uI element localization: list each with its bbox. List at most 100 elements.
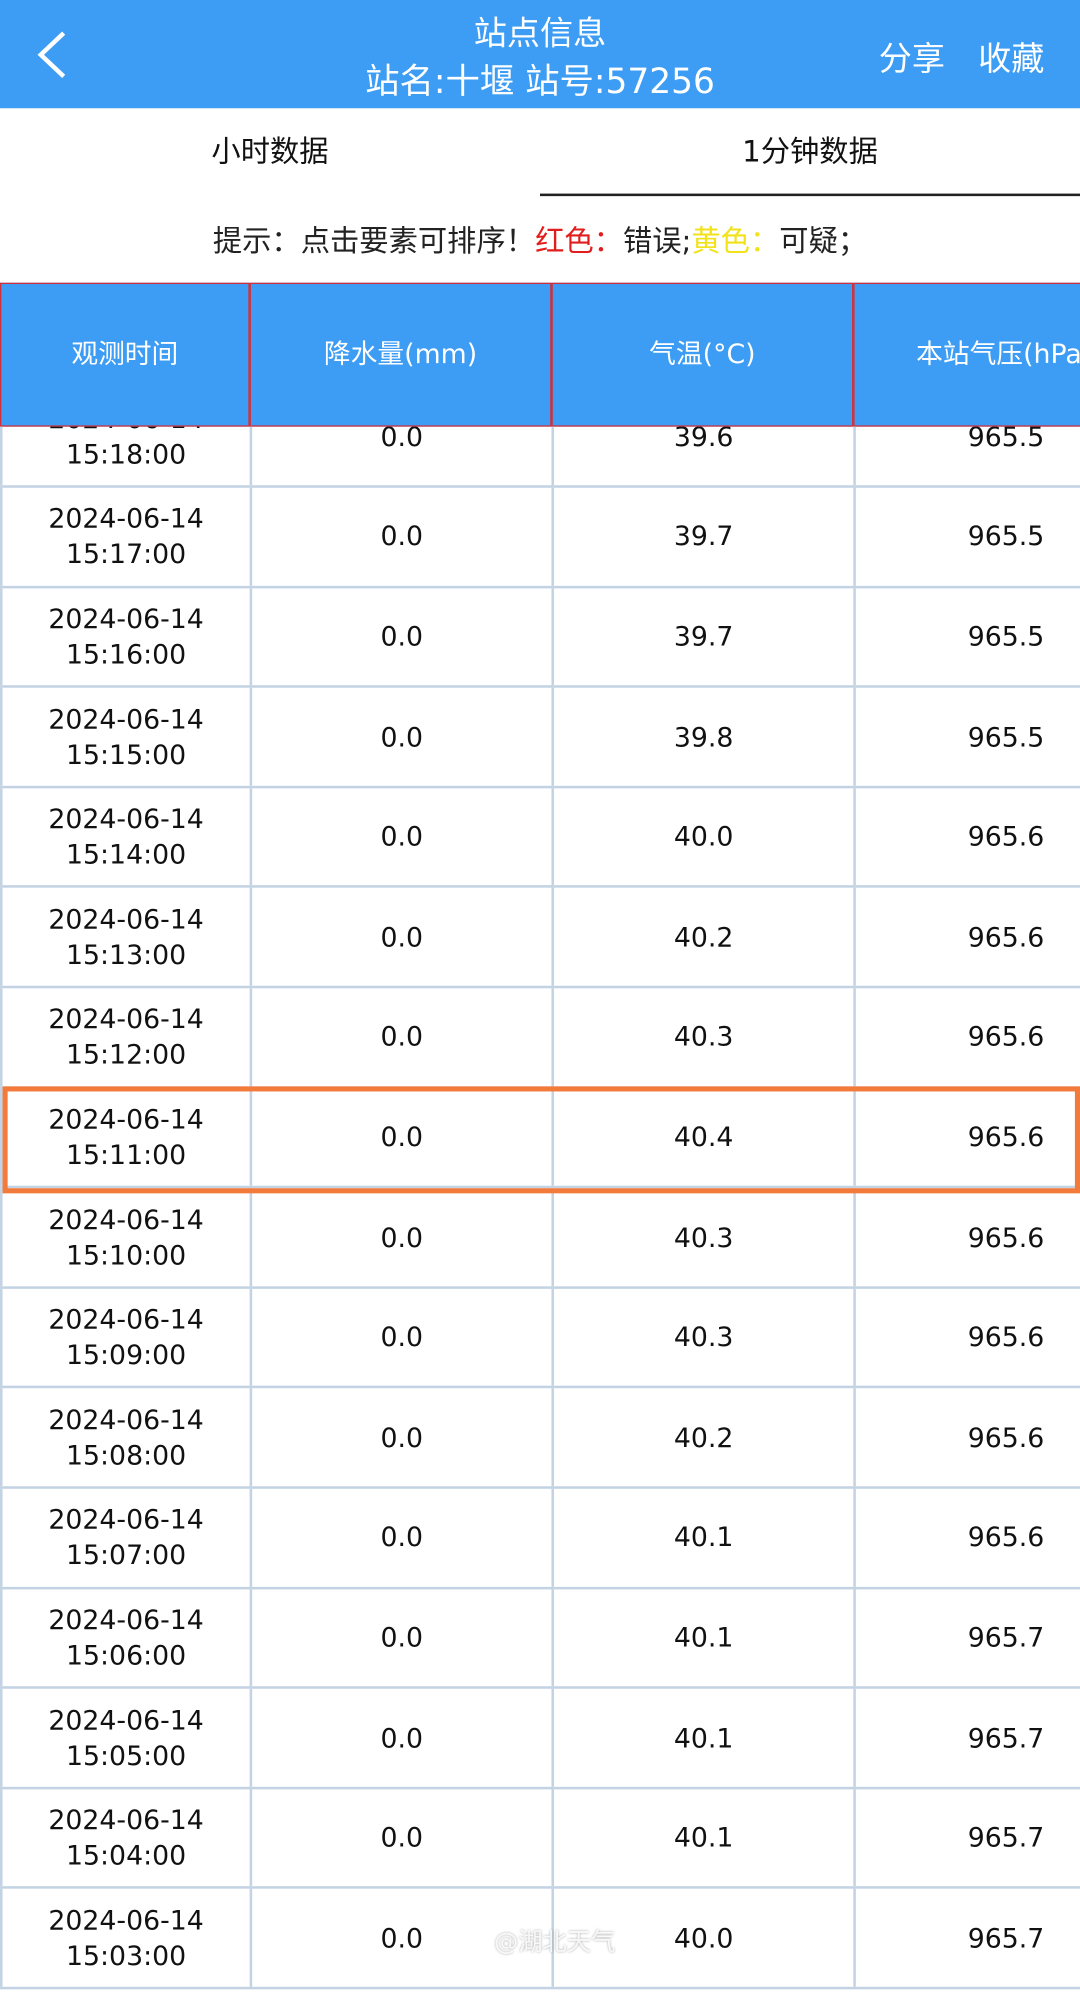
- pressure: 965.7: [967, 1922, 1045, 1954]
- precipitation: 0.0: [380, 1021, 424, 1053]
- precipitation: 0.0: [380, 1722, 424, 1754]
- hint-yellow-label: 黄色：: [691, 225, 780, 259]
- temperature-cell: 40.4: [551, 1088, 853, 1186]
- temperature-cell: 40.0: [551, 788, 853, 886]
- pressure-cell: 965.7: [853, 1689, 1080, 1787]
- hint-yellow-meaning: 可疑；: [779, 225, 868, 259]
- temperature-cell: 40.1: [551, 1588, 853, 1687]
- precipitation: 0.0: [380, 1622, 424, 1653]
- temperature: 40.2: [673, 921, 734, 953]
- time-cell: 2024-06-14 15:14:00: [0, 788, 250, 886]
- time-cell: 2024-06-14 15:08:00: [0, 1388, 250, 1487]
- date: 2024-06-14: [48, 1304, 204, 1335]
- precipitation: 0.0: [380, 1822, 424, 1854]
- table-row: 2024-06-14 15:14:00 0.0 40.0 965.6: [0, 788, 1080, 889]
- time-cell: 2024-06-14 15:04:00: [0, 1789, 250, 1887]
- temperature: 40.1: [673, 1622, 734, 1653]
- pressure: 965.6: [967, 921, 1045, 953]
- temperature-cell: 40.2: [551, 1388, 853, 1487]
- pressure: 965.6: [967, 1021, 1045, 1053]
- precipitation-cell: 0.0: [249, 426, 552, 486]
- temperature-cell: 40.1: [551, 1488, 853, 1587]
- temperature-cell: 39.6: [551, 426, 853, 486]
- tab-minute[interactable]: 1分钟数据: [742, 136, 878, 170]
- date: 2024-06-14: [48, 1003, 204, 1035]
- temperature: 40.4: [673, 1121, 734, 1153]
- column-header[interactable]: 本站气压(hPa): [853, 282, 1080, 427]
- table-header: 观测时间 降水量(mm) 气温(°C) 本站气压(hPa): [0, 282, 1080, 427]
- pressure: 965.5: [967, 621, 1045, 652]
- pressure-cell: 965.6: [853, 988, 1080, 1086]
- precipitation-cell: 0.0: [249, 687, 552, 786]
- pressure: 965.7: [967, 1722, 1045, 1754]
- precipitation: 0.0: [380, 1222, 424, 1253]
- precipitation: 0.0: [380, 1322, 424, 1353]
- column-header[interactable]: 观测时间: [0, 282, 250, 427]
- temperature: 40.3: [673, 1021, 734, 1053]
- time: 15:06:00: [66, 1640, 187, 1671]
- time: 15:17:00: [66, 539, 187, 570]
- precipitation: 0.0: [380, 1121, 424, 1153]
- tab-hourly[interactable]: 小时数据: [211, 136, 329, 170]
- temperature: 39.8: [673, 721, 734, 753]
- column-header[interactable]: 气温(°C): [551, 282, 854, 427]
- temperature-cell: 40.3: [551, 988, 853, 1086]
- time-cell: 2024-06-14 15:06:00: [0, 1588, 250, 1687]
- date: 2024-06-14: [48, 1904, 204, 1936]
- back-button[interactable]: [33, 28, 71, 81]
- time: 15:11:00: [66, 1139, 187, 1171]
- date: 2024-06-14: [48, 1204, 204, 1235]
- precipitation: 0.0: [380, 621, 424, 652]
- time-cell: 2024-06-14 15:13:00: [0, 888, 250, 986]
- date: 2024-06-14: [48, 503, 204, 535]
- time: 15:15:00: [66, 739, 187, 770]
- time: 15:12:00: [66, 1039, 187, 1071]
- precipitation-cell: 0.0: [249, 1889, 552, 1987]
- precipitation: 0.0: [380, 921, 424, 953]
- column-header[interactable]: 降水量(mm): [249, 282, 552, 427]
- precipitation: 0.0: [380, 721, 424, 753]
- pressure: 965.6: [967, 1422, 1045, 1453]
- pressure: 965.5: [967, 521, 1045, 552]
- pressure: 965.5: [967, 721, 1045, 753]
- precipitation-cell: 0.0: [249, 1088, 552, 1186]
- temperature: 40.3: [673, 1322, 734, 1353]
- pressure-cell: 965.6: [853, 1188, 1080, 1287]
- share-button[interactable]: 分享: [878, 40, 946, 79]
- table-row: 2024-06-14 15:07:00 0.0 40.1 965.6: [0, 1488, 1080, 1589]
- pressure-cell: 965.6: [853, 1488, 1080, 1587]
- date: 2024-06-14: [48, 1404, 204, 1435]
- pressure-cell: 965.7: [853, 1889, 1080, 1987]
- table-row: 2024-06-14 15:10:00 0.0 40.3 965.6: [0, 1188, 1080, 1289]
- precipitation-cell: 0.0: [249, 487, 552, 586]
- time: 15:18:00: [66, 439, 187, 470]
- time: 15:16:00: [66, 639, 187, 670]
- table-row: 2024-06-14 15:08:00 0.0 40.2 965.6: [0, 1388, 1080, 1489]
- time-cell: 2024-06-14 15:12:00: [0, 988, 250, 1086]
- pressure-cell: 965.5: [853, 487, 1080, 586]
- pressure-cell: 965.7: [853, 1789, 1080, 1887]
- header-bar: 站点信息 站名:十堰 站号:57256 分享 收藏: [0, 0, 1080, 109]
- highlight-box: [2, 1086, 1080, 1194]
- date: 2024-06-14: [48, 603, 204, 635]
- time-cell: 2024-06-14 15:15:00: [0, 687, 250, 786]
- date: 2024-06-14: [48, 703, 204, 735]
- time-cell: 2024-06-14 15:10:00: [0, 1188, 250, 1287]
- time-cell: 2024-06-14 15:05:00: [0, 1689, 250, 1787]
- pressure-cell: 965.6: [853, 788, 1080, 886]
- temperature-cell: 40.3: [551, 1288, 853, 1387]
- date: 2024-06-14: [48, 1604, 204, 1636]
- table-body: 2024-06-1415:18:000.039.6965.52024-06-14…: [0, 426, 1080, 1998]
- time-cell: 2024-06-14 15:16:00: [0, 587, 250, 686]
- precipitation: 0.0: [380, 821, 424, 853]
- pressure: 965.6: [967, 1222, 1045, 1253]
- active-tab-indicator: [539, 193, 1080, 197]
- temperature: 40.1: [673, 1722, 734, 1754]
- table-row: 2024-06-14 15:13:00 0.0 40.2 965.6: [0, 888, 1080, 989]
- time-cell: 2024-06-14 15:18:00: [0, 426, 250, 486]
- precipitation-cell: 0.0: [249, 1588, 552, 1687]
- temperature-cell: 39.8: [551, 687, 853, 786]
- pressure: 965.6: [967, 1522, 1045, 1553]
- favorite-button[interactable]: 收藏: [978, 40, 1045, 79]
